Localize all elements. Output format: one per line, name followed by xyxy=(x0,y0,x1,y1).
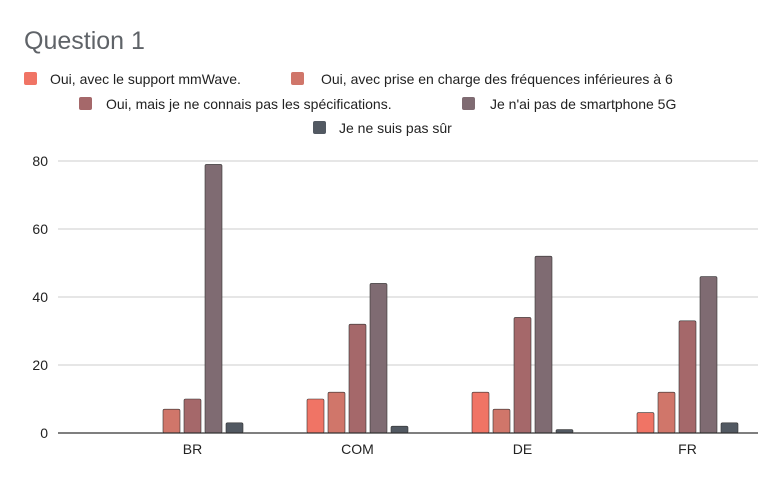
legend-label: Je n'ai pas de smartphone 5G xyxy=(490,96,676,112)
legend-swatch xyxy=(313,121,326,134)
legend-swatch xyxy=(79,97,92,110)
x-axis-categories: BR COM DE FR xyxy=(183,441,697,457)
x-category-label: COM xyxy=(341,441,374,457)
bar xyxy=(678,320,697,434)
bar xyxy=(699,276,718,434)
y-axis-ticks: 0 20 40 60 80 xyxy=(32,153,48,441)
bar xyxy=(369,283,388,434)
bar xyxy=(492,408,511,434)
bar xyxy=(534,255,553,434)
bar xyxy=(183,398,202,434)
legend-item: Oui, mais je ne connais pas les spécific… xyxy=(79,96,392,112)
legend-label: Oui, mais je ne connais pas les spécific… xyxy=(106,96,392,112)
bar xyxy=(657,391,676,434)
x-category-label: DE xyxy=(513,441,532,457)
legend-swatch xyxy=(291,72,304,85)
bar xyxy=(471,391,490,434)
chart-title: Question 1 xyxy=(24,27,145,55)
y-tick-label: 20 xyxy=(32,357,48,373)
legend-label: Oui, avec prise en charge des fréquences… xyxy=(321,71,673,87)
bar xyxy=(162,408,181,434)
legend-item: Je n'ai pas de smartphone 5G xyxy=(462,96,676,112)
bar xyxy=(513,317,532,434)
legend-item: Oui, avec le support mmWave. xyxy=(24,71,241,87)
bars xyxy=(162,164,739,434)
y-tick-label: 40 xyxy=(32,289,48,305)
legend: Oui, avec le support mmWave. Oui, avec p… xyxy=(24,71,676,136)
x-category-label: BR xyxy=(183,441,202,457)
bar xyxy=(348,323,367,434)
x-category-label: FR xyxy=(678,441,697,457)
y-tick-label: 0 xyxy=(40,425,48,441)
gridlines xyxy=(58,160,758,366)
bar xyxy=(306,398,325,434)
legend-item: Oui, avec prise en charge des fréquences… xyxy=(291,71,673,87)
legend-label: Je ne suis pas sûr xyxy=(339,120,452,136)
y-tick-label: 60 xyxy=(32,221,48,237)
bar xyxy=(225,422,244,434)
bar xyxy=(390,425,409,434)
bar xyxy=(327,391,346,434)
legend-swatch xyxy=(24,72,37,85)
legend-item: Je ne suis pas sûr xyxy=(313,120,452,136)
y-tick-label: 80 xyxy=(32,153,48,169)
bar xyxy=(720,422,739,434)
legend-label: Oui, avec le support mmWave. xyxy=(50,71,241,87)
bar xyxy=(636,412,655,434)
legend-swatch xyxy=(462,97,475,110)
bar xyxy=(204,164,223,434)
